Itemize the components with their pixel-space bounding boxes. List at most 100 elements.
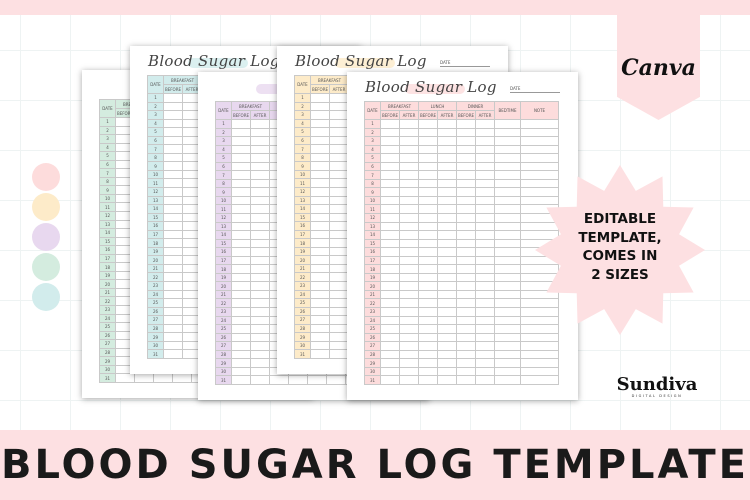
log-cell[interactable] [310,101,330,112]
log-cell[interactable] [250,264,270,274]
log-cell[interactable] [437,221,457,232]
log-cell[interactable] [475,315,495,326]
log-cell[interactable] [288,375,308,385]
log-cell[interactable] [494,247,521,257]
log-cell[interactable] [520,375,559,385]
log-cell[interactable] [399,178,419,189]
log-cell[interactable] [456,170,476,180]
log-cell[interactable] [250,349,270,360]
log-cell[interactable] [437,195,457,206]
log-cell[interactable] [437,170,457,180]
log-cell[interactable] [163,298,183,308]
log-cell[interactable] [437,315,457,326]
log-cell[interactable] [494,349,521,360]
log-cell[interactable] [231,144,251,155]
log-cell[interactable] [437,349,457,360]
log-cell[interactable] [399,375,419,385]
log-cell[interactable] [494,281,521,291]
log-cell[interactable] [329,212,349,223]
log-cell[interactable] [310,323,330,334]
log-cell[interactable] [475,187,495,197]
log-cell[interactable] [437,366,457,377]
log-cell[interactable] [456,341,476,351]
log-cell[interactable] [307,375,327,385]
log-cell[interactable] [437,153,457,163]
log-cell[interactable] [250,204,270,214]
log-cell[interactable] [231,366,251,377]
log-cell[interactable] [329,93,349,103]
log-cell[interactable] [231,230,251,240]
log-cell[interactable] [310,263,330,274]
log-cell[interactable] [163,204,183,214]
log-cell[interactable] [134,373,154,383]
log-cell[interactable] [231,170,251,180]
log-cell[interactable] [163,289,183,300]
log-cell[interactable] [494,187,521,197]
log-cell[interactable] [231,213,251,223]
log-cell[interactable] [475,195,495,206]
log-cell[interactable] [399,255,419,266]
log-cell[interactable] [520,358,559,368]
log-cell[interactable] [494,289,521,300]
log-cell[interactable] [329,221,349,231]
log-cell[interactable] [310,195,330,206]
log-cell[interactable] [310,298,330,308]
log-cell[interactable] [520,136,559,146]
log-cell[interactable] [418,221,438,232]
log-cell[interactable] [418,238,438,249]
log-cell[interactable] [437,307,457,317]
log-cell[interactable] [494,375,521,385]
log-cell[interactable] [310,204,330,214]
log-cell[interactable] [310,187,330,197]
log-cell[interactable] [310,349,330,359]
log-cell[interactable] [380,298,400,309]
log-cell[interactable] [310,238,330,248]
log-cell[interactable] [269,375,289,385]
log-cell[interactable] [399,230,419,240]
log-cell[interactable] [418,213,438,223]
log-cell[interactable] [475,307,495,317]
log-cell[interactable] [494,119,521,129]
log-cell[interactable] [310,255,330,265]
log-cell[interactable] [329,195,349,206]
log-cell[interactable] [310,221,330,231]
log-cell[interactable] [456,307,476,317]
log-cell[interactable] [475,375,495,385]
log-cell[interactable] [399,221,419,232]
log-cell[interactable] [115,373,135,383]
log-cell[interactable] [475,255,495,266]
log-cell[interactable] [456,119,476,129]
log-cell[interactable] [310,161,330,171]
log-cell[interactable] [380,230,400,240]
log-cell[interactable] [437,281,457,291]
log-cell[interactable] [163,315,183,325]
log-cell[interactable] [310,272,330,283]
log-cell[interactable] [475,324,495,334]
log-cell[interactable] [456,127,476,138]
log-cell[interactable] [250,170,270,180]
log-cell[interactable] [329,101,349,112]
log-cell[interactable] [494,144,521,155]
log-cell[interactable] [329,306,349,317]
log-cell[interactable] [399,187,419,197]
log-cell[interactable] [310,340,330,351]
log-cell[interactable] [329,169,349,180]
log-cell[interactable] [418,358,438,368]
log-cell[interactable] [437,161,457,172]
log-cell[interactable] [437,289,457,300]
log-cell[interactable] [494,332,521,343]
log-cell[interactable] [399,127,419,138]
log-cell[interactable] [153,373,173,383]
log-cell[interactable] [437,127,457,138]
log-cell[interactable] [456,375,476,385]
log-cell[interactable] [250,161,270,172]
log-cell[interactable] [418,298,438,309]
log-cell[interactable] [380,161,400,172]
log-cell[interactable] [250,136,270,146]
log-cell[interactable] [250,289,270,300]
log-cell[interactable] [437,375,457,385]
log-cell[interactable] [380,315,400,326]
log-cell[interactable] [329,135,349,146]
log-cell[interactable] [494,195,521,206]
log-cell[interactable] [329,349,349,359]
